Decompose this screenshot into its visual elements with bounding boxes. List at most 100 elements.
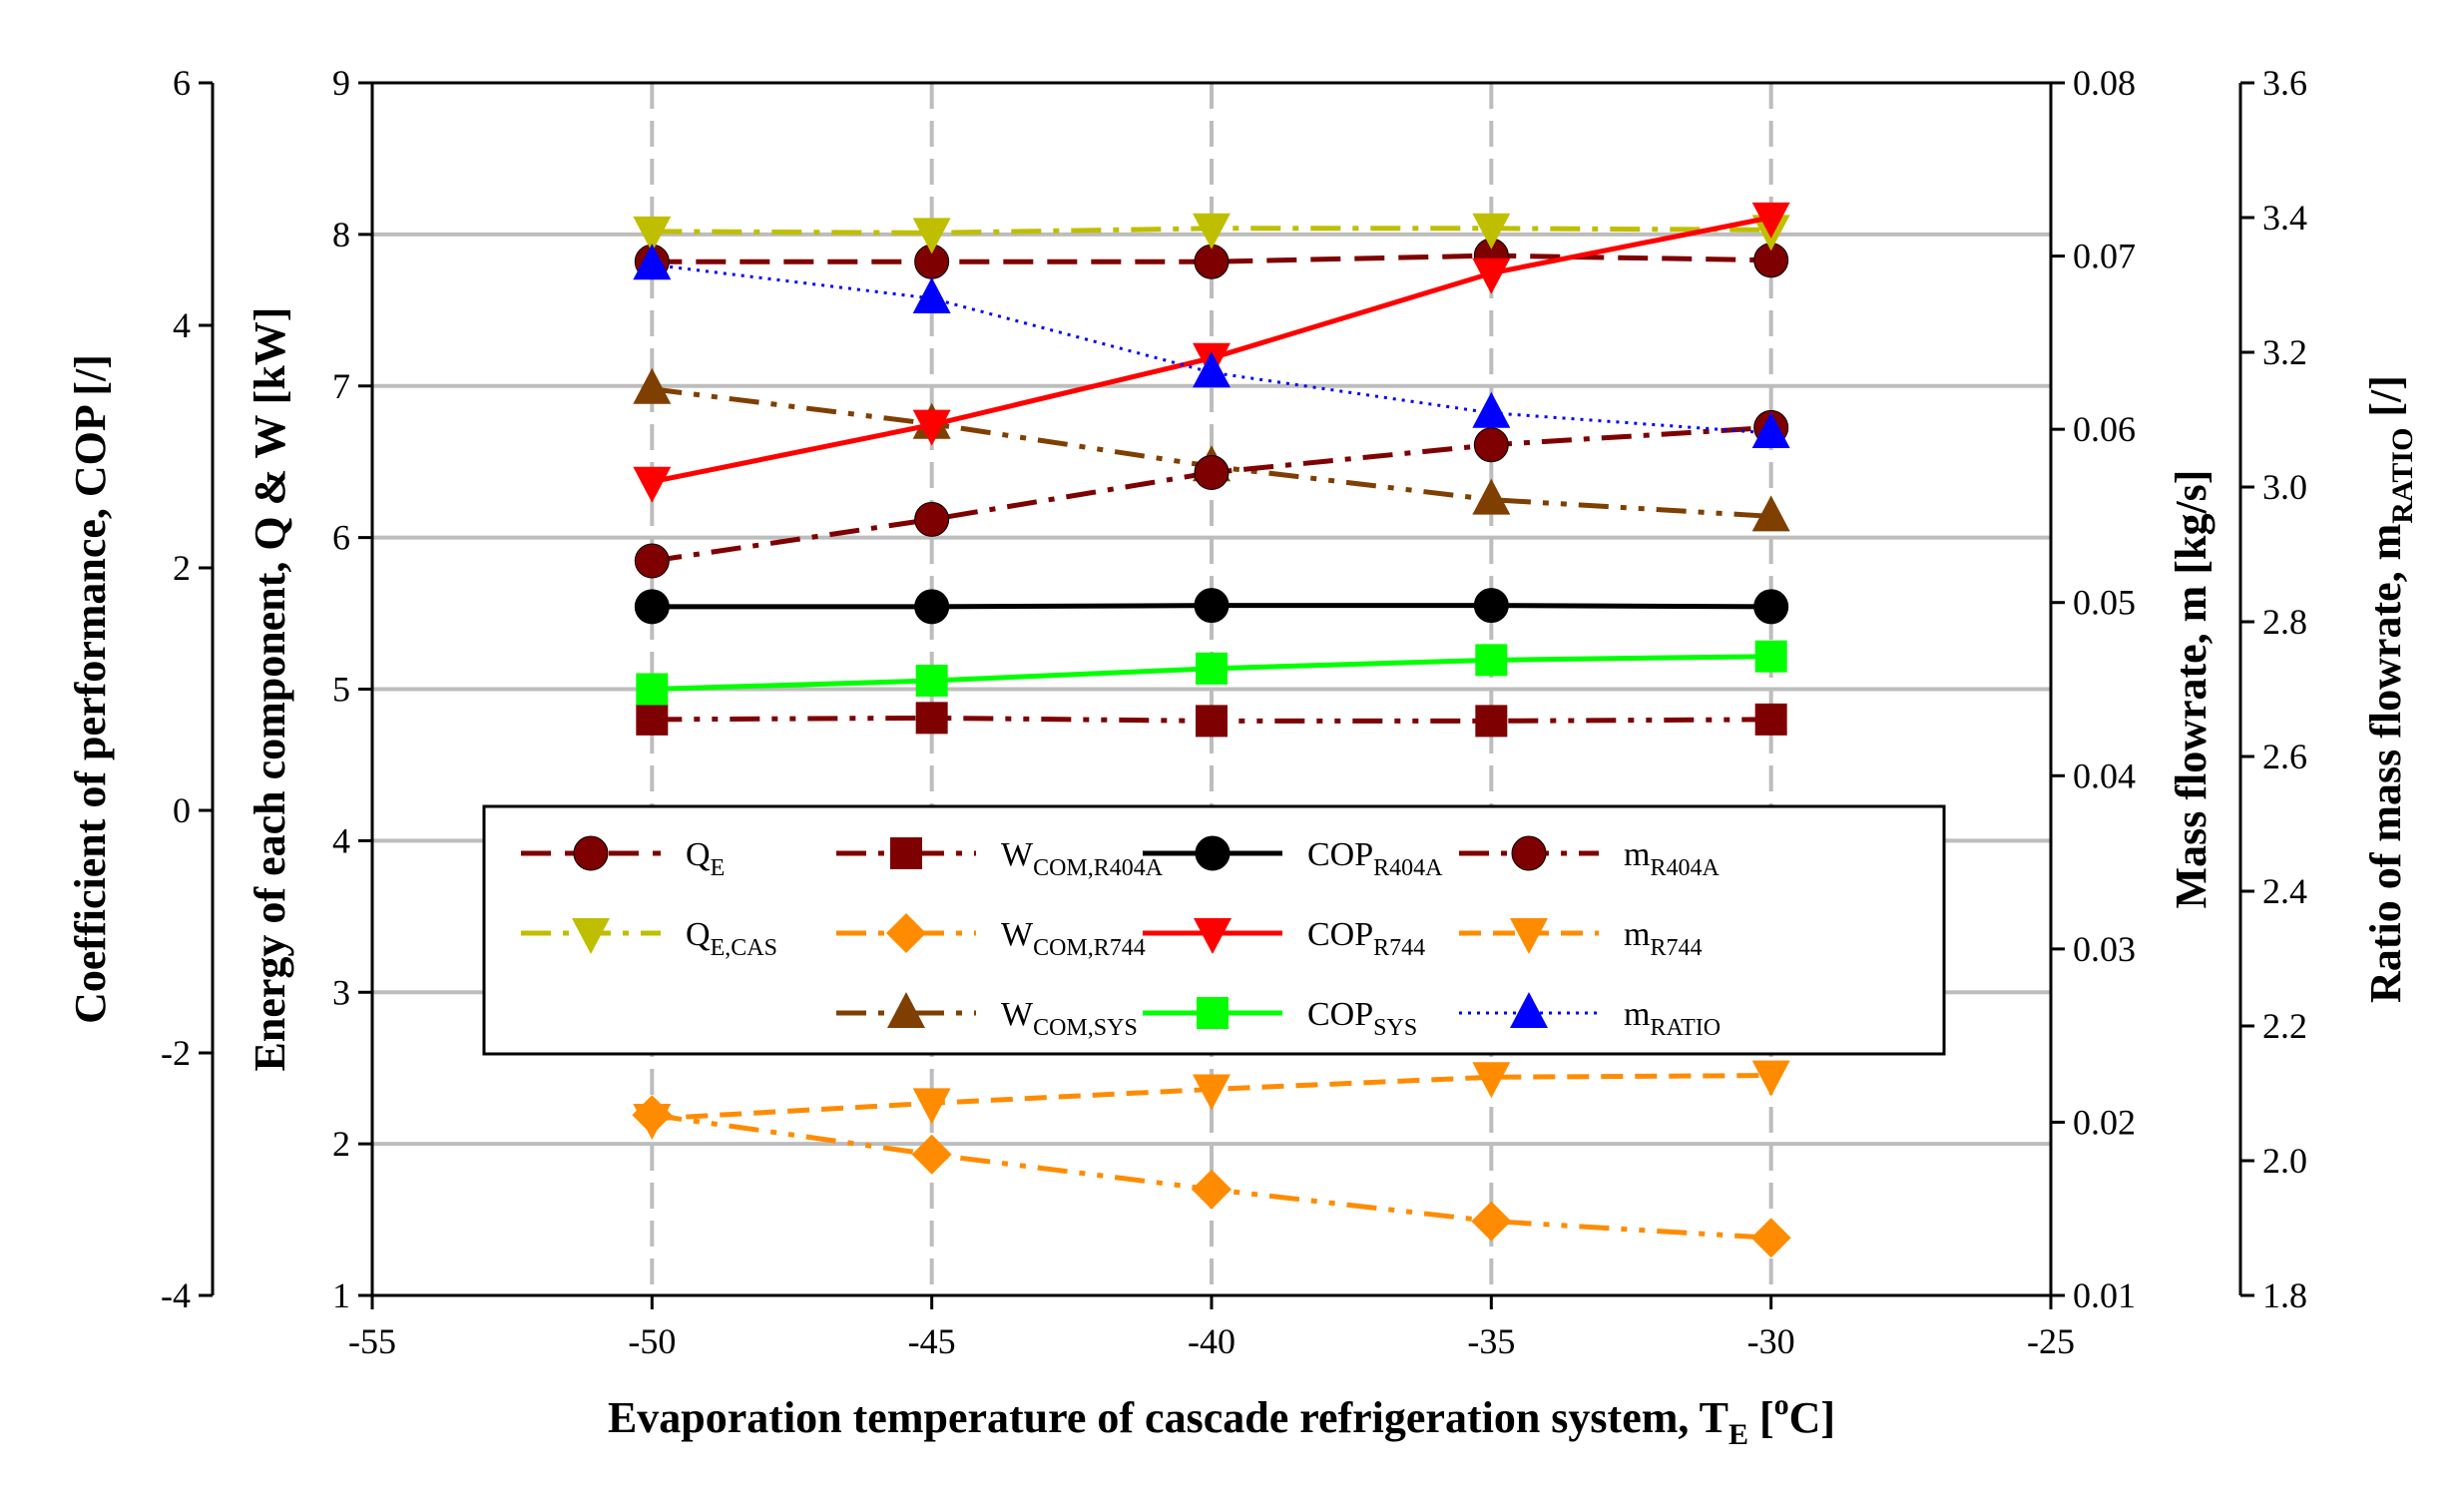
cop-axis-label: Coefficient of performance, COP [/] (66, 354, 115, 1024)
legend-label-qecas: QE,CAS (686, 916, 777, 961)
point-qecas-0 (633, 216, 672, 252)
legend-label-mr404a: mR404A (1624, 836, 1720, 881)
point-mr404a-2 (1194, 455, 1230, 491)
mass-tick-label: 0.08 (2073, 63, 2136, 103)
point-mr404a-3 (1473, 427, 1509, 463)
legend-label-copr744: COPR744 (1307, 916, 1425, 961)
legend-marker-mr404a (1511, 835, 1547, 871)
point-wr404a-1 (915, 702, 948, 735)
point-copr744-0 (633, 466, 672, 503)
energy-tick-label: 1 (332, 1275, 350, 1315)
legend-marker-qe (573, 835, 609, 871)
legend-label-copsys: COPSYS (1307, 996, 1417, 1041)
x-tick-label: -45 (908, 1321, 956, 1361)
legend-label-mratio: mRATIO (1624, 996, 1721, 1041)
point-mr744-2 (1193, 1074, 1231, 1111)
mass-tick-label: 0.04 (2073, 755, 2136, 795)
ratio-tick-label: 2.4 (2262, 871, 2307, 911)
x-tick-label: -50 (628, 1321, 676, 1361)
energy-tick-label: 9 (332, 63, 350, 103)
x-tick-label: -55 (348, 1321, 396, 1361)
legend-marker-copr744 (1194, 918, 1232, 954)
series-copsys (636, 640, 1787, 706)
series-mratio (633, 244, 1790, 448)
point-wr744-3 (1471, 1201, 1512, 1242)
point-wr404a-3 (1475, 705, 1508, 738)
point-qecas-3 (1472, 213, 1511, 250)
legend-item-mr404a: mR404A (1459, 835, 1720, 881)
mass-tick-label: 0.01 (2073, 1275, 2136, 1315)
energy-tick-label: 3 (332, 972, 350, 1012)
legend-item-wr744: WCOM,R744 (836, 913, 1146, 961)
mass-axis-label: Mass flowrate, m [kg/s] (2167, 470, 2216, 909)
energy-tick-label: 7 (332, 366, 350, 406)
mass-tick-label: 0.05 (2073, 583, 2136, 623)
mass-tick-label: 0.06 (2073, 409, 2136, 449)
legend-marker-copsys (1197, 997, 1229, 1029)
legend-item-wsys: WCOM,SYS (836, 992, 1138, 1041)
legend-item-mratio: mRATIO (1459, 992, 1721, 1041)
point-copsys-4 (1754, 640, 1787, 673)
cop-tick-label: 0 (173, 790, 191, 830)
legend-marker-qecas (572, 918, 610, 954)
point-copr744-1 (912, 409, 951, 446)
legend-marker-wr744 (886, 913, 926, 953)
mass-tick-label: 0.03 (2073, 929, 2136, 969)
x-tick-label: -25 (2027, 1321, 2075, 1361)
point-qe-2 (1194, 244, 1230, 279)
point-copr404a-1 (914, 589, 950, 625)
legend-marker-mratio (1510, 992, 1548, 1028)
point-copsys-3 (1475, 644, 1508, 677)
x-tick-label: -35 (1467, 1321, 1515, 1361)
legend-item-qe: QE (521, 835, 725, 881)
point-mratio-2 (1193, 351, 1231, 388)
point-mr744-3 (1472, 1062, 1511, 1099)
legend-item-qecas: QE,CAS (521, 916, 777, 961)
cop-tick-label: -4 (161, 1275, 191, 1315)
x-axis-label: Evaporation temperature of cascade refri… (608, 1388, 1835, 1451)
legend-label-copr404a: COPR404A (1307, 836, 1443, 881)
point-copr744-3 (1472, 257, 1511, 294)
ratio-tick-label: 1.8 (2262, 1275, 2307, 1315)
series-wr404a (636, 702, 1787, 738)
legend-label-wr404a: WCOM,R404A (1001, 836, 1164, 881)
cop-tick-label: 2 (173, 548, 191, 588)
point-mr404a-0 (634, 543, 670, 579)
cop-tick-label: 6 (173, 63, 191, 103)
point-mr404a-1 (914, 501, 950, 537)
point-wsys-4 (1751, 495, 1790, 532)
legend-label-mr744: mR744 (1624, 916, 1702, 961)
legend-item-wr404a: WCOM,R404A (836, 836, 1164, 881)
legend-marker-copr404a (1195, 835, 1231, 871)
point-mr744-1 (912, 1088, 951, 1125)
series-copr404a (634, 588, 1789, 625)
point-copr404a-2 (1194, 588, 1230, 624)
point-copr404a-3 (1473, 588, 1509, 624)
point-copsys-0 (636, 673, 669, 706)
ratio-tick-label: 2.2 (2262, 1006, 2307, 1046)
cop-tick-label: 4 (173, 305, 191, 345)
point-copr744-4 (1751, 202, 1790, 239)
energy-tick-label: 5 (332, 670, 350, 710)
ratio-tick-label: 2.0 (2262, 1141, 2307, 1181)
legend-marker-mr744 (1510, 918, 1548, 954)
energy-tick-label: 2 (332, 1124, 350, 1164)
legend-label-qe: QE (686, 836, 725, 881)
ratio-tick-label: 3.0 (2262, 467, 2307, 507)
legend-item-copr744: COPR744 (1143, 916, 1425, 961)
point-mratio-3 (1472, 391, 1511, 428)
x-tick-label: -30 (1747, 1321, 1795, 1361)
ratio-tick-label: 3.2 (2262, 332, 2307, 372)
point-copr404a-0 (634, 589, 670, 625)
point-mratio-1 (912, 277, 951, 313)
legend-marker-wsys (887, 992, 925, 1028)
point-wr404a-0 (636, 703, 669, 736)
legend-label-wsys: WCOM,SYS (1001, 996, 1138, 1041)
legend-item-mr744: mR744 (1459, 916, 1702, 961)
ratio-tick-label: 2.8 (2262, 602, 2307, 642)
legend-marker-wr404a (890, 837, 922, 869)
point-mr744-4 (1751, 1060, 1790, 1097)
energy-tick-label: 4 (332, 820, 350, 860)
